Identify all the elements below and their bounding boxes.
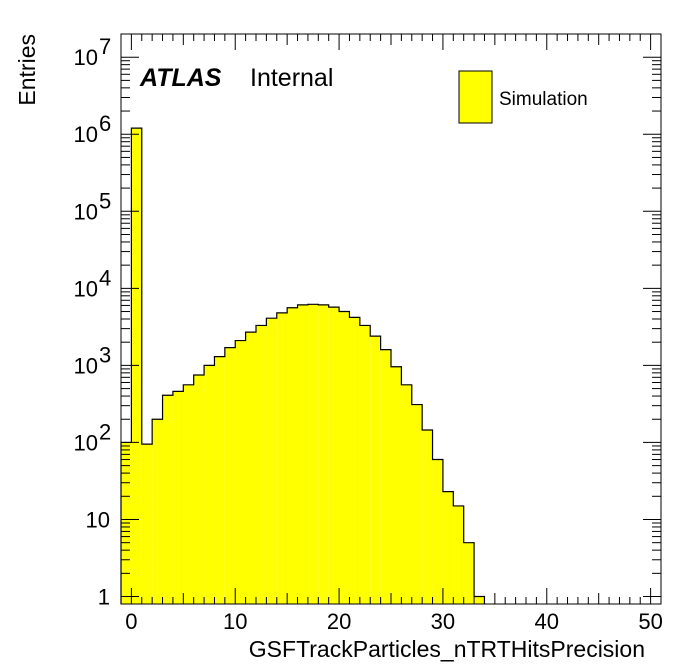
- histogram-bar: [318, 304, 329, 604]
- histogram-bar: [183, 384, 194, 604]
- y-tick-label: 10: [74, 276, 98, 301]
- histogram-bar: [214, 356, 225, 604]
- histogram-bar: [442, 491, 454, 604]
- histogram-bar: [297, 304, 308, 604]
- y-tick-label: 10: [74, 45, 98, 70]
- x-tick-label: 50: [638, 609, 662, 634]
- x-tick-label: 20: [327, 609, 351, 634]
- y-tick-label: 1: [98, 585, 110, 610]
- histogram-bar: [131, 128, 142, 604]
- y-tick-exponent: 3: [99, 342, 111, 367]
- histogram-bar: [266, 318, 277, 604]
- x-tick-label: 0: [125, 609, 137, 634]
- histogram-bar: [172, 391, 184, 604]
- y-tick-label: 10: [86, 507, 110, 532]
- histogram-bar: [463, 542, 475, 604]
- internal-label: Internal: [250, 64, 333, 92]
- y-tick-label: 10: [74, 353, 98, 378]
- histogram-bar: [391, 366, 402, 604]
- legend-label-simulation: Simulation: [499, 89, 588, 110]
- histogram-bar: [287, 307, 298, 604]
- histogram-bar: [432, 459, 443, 604]
- x-axis-title: GSFTrackParticles_nTRTHitsPrecision: [249, 636, 645, 662]
- histogram-bar: [401, 384, 412, 604]
- y-tick-exponent: 4: [99, 265, 111, 290]
- histogram-bar: [359, 325, 371, 604]
- histogram-bar: [256, 325, 267, 604]
- x-tick-label: 30: [431, 609, 455, 634]
- histogram-bar: [245, 332, 256, 604]
- atlas-label: ATLAS: [139, 64, 222, 92]
- y-tick-exponent: 7: [99, 34, 111, 59]
- histogram-bar: [328, 307, 340, 604]
- y-tick-exponent: 5: [99, 188, 111, 213]
- histogram-bar: [453, 505, 464, 604]
- histogram-bar: [141, 444, 153, 604]
- histogram-bar: [152, 419, 163, 604]
- x-tick-label: 10: [223, 609, 247, 634]
- histogram-bar: [349, 317, 360, 604]
- histogram-bar: [422, 430, 433, 604]
- y-tick-label: 10: [74, 122, 98, 147]
- y-tick-exponent: 2: [99, 419, 111, 444]
- histogram-outline: [120, 127, 486, 604]
- histogram-bar: [370, 336, 381, 604]
- legend-swatch-simulation: [458, 70, 493, 124]
- y-axis-title: Entries: [14, 34, 40, 106]
- y-tick-exponent: 6: [99, 111, 111, 136]
- axis-ticks: [121, 33, 661, 604]
- histogram-bar: [224, 347, 236, 604]
- histogram-bar: [276, 312, 288, 604]
- histogram-bar: [380, 349, 391, 604]
- histogram-bar: [162, 395, 173, 604]
- histogram-bar: [307, 304, 319, 604]
- histogram-bars: [120, 127, 486, 604]
- legend: Simulation: [458, 70, 588, 124]
- histogram-bar: [204, 365, 215, 604]
- histogram-bar: [474, 596, 485, 604]
- histogram-bar: [235, 340, 246, 604]
- x-tick-label: 40: [535, 609, 559, 634]
- y-tick-label: 10: [74, 430, 98, 455]
- histogram-bar: [193, 375, 205, 604]
- y-tick-label: 10: [74, 199, 98, 224]
- histogram-bar: [411, 404, 423, 604]
- histogram-bar: [339, 311, 350, 604]
